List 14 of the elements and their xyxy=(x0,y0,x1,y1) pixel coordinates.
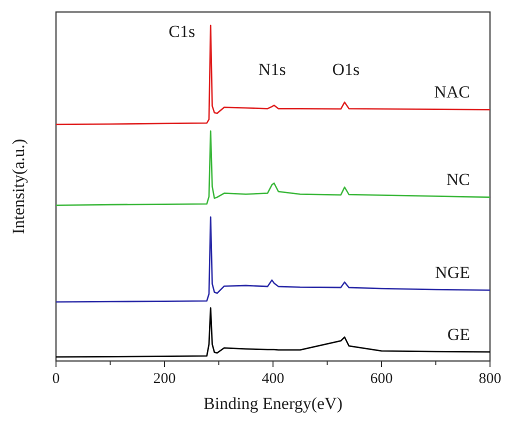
series-label: NC xyxy=(446,170,470,190)
series-label: NAC xyxy=(434,82,470,102)
x-tick-label: 400 xyxy=(262,371,284,387)
x-tick-label: 600 xyxy=(370,371,393,387)
series-label: NGE xyxy=(435,263,470,282)
x-tick-label: 0 xyxy=(52,371,60,387)
x-tick-label: 200 xyxy=(153,371,176,387)
annotation: N1s xyxy=(258,60,286,80)
y-axis-title: Intensity(a.u.) xyxy=(9,138,28,234)
x-tick-label: 800 xyxy=(478,371,502,387)
x-axis-title: Binding Energy(eV) xyxy=(204,394,342,413)
series-label: GE xyxy=(447,324,470,344)
annotation: O1s xyxy=(332,60,360,80)
annotation: C1s xyxy=(168,22,196,41)
